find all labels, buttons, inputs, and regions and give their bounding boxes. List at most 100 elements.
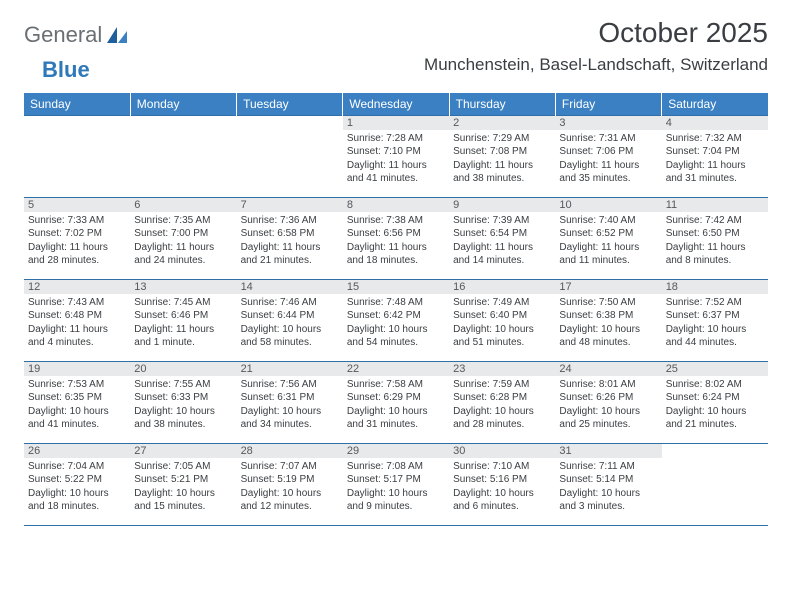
sunrise-text: Sunrise: 7:07 AM	[241, 460, 339, 474]
sunset-text: Sunset: 7:04 PM	[666, 145, 764, 159]
daylight-text: Daylight: 11 hours and 24 minutes.	[134, 241, 232, 268]
sunrise-text: Sunrise: 8:01 AM	[559, 378, 657, 392]
calendar-day-cell	[24, 115, 130, 197]
calendar-day-cell: 3Sunrise: 7:31 AMSunset: 7:06 PMDaylight…	[555, 115, 661, 197]
sunset-text: Sunset: 6:28 PM	[453, 391, 551, 405]
calendar-day-cell: 8Sunrise: 7:38 AMSunset: 6:56 PMDaylight…	[343, 197, 449, 279]
calendar-week-row: 12 Sunrise: 7:43 AMSunset: 6:48 PMDayligh…	[24, 279, 768, 361]
day-info: Sunrise: 7:48 AMSunset: 6:42 PMDaylight:…	[347, 296, 445, 350]
day-info: Sunrise: 7:59 AMSunset: 6:28 PMDaylight:…	[453, 378, 551, 432]
day-number: 26	[24, 444, 130, 458]
daylight-text: Daylight: 10 hours and 54 minutes.	[347, 323, 445, 350]
calendar-day-cell: 6Sunrise: 7:35 AMSunset: 7:00 PMDaylight…	[130, 197, 236, 279]
daylight-text: Daylight: 11 hours and 4 minutes.	[28, 323, 126, 350]
sunset-text: Sunset: 6:35 PM	[28, 391, 126, 405]
day-number	[130, 116, 236, 130]
day-info: Sunrise: 7:53 AMSunset: 6:35 PMDaylight:…	[28, 378, 126, 432]
logo-word-blue: Blue	[42, 57, 90, 83]
calendar-day-cell: 7Sunrise: 7:36 AMSunset: 6:58 PMDaylight…	[237, 197, 343, 279]
day-number: 11	[662, 198, 768, 212]
day-info: Sunrise: 7:28 AMSunset: 7:10 PMDaylight:…	[347, 132, 445, 186]
daylight-text: Daylight: 10 hours and 25 minutes.	[559, 405, 657, 432]
day-number: 30	[449, 444, 555, 458]
sunrise-text: Sunrise: 7:42 AM	[666, 214, 764, 228]
daylight-text: Daylight: 10 hours and 41 minutes.	[28, 405, 126, 432]
sunrise-text: Sunrise: 7:56 AM	[241, 378, 339, 392]
day-info: Sunrise: 7:11 AMSunset: 5:14 PMDaylight:…	[559, 460, 657, 514]
sunset-text: Sunset: 6:24 PM	[666, 391, 764, 405]
daylight-text: Daylight: 11 hours and 14 minutes.	[453, 241, 551, 268]
day-info: Sunrise: 7:07 AMSunset: 5:19 PMDaylight:…	[241, 460, 339, 514]
calendar-day-cell	[662, 443, 768, 525]
sunrise-text: Sunrise: 7:55 AM	[134, 378, 232, 392]
calendar-day-cell: 18Sunrise: 7:52 AMSunset: 6:37 PMDayligh…	[662, 279, 768, 361]
day-number: 21	[237, 362, 343, 376]
calendar-body: 1 Sunrise: 7:28 AMSunset: 7:10 PMDaylight…	[24, 115, 768, 525]
day-header: Wednesday	[343, 93, 449, 116]
sunset-text: Sunset: 6:40 PM	[453, 309, 551, 323]
daylight-text: Daylight: 11 hours and 38 minutes.	[453, 159, 551, 186]
day-number: 13	[130, 280, 236, 294]
sunset-text: Sunset: 6:29 PM	[347, 391, 445, 405]
sunset-text: Sunset: 6:42 PM	[347, 309, 445, 323]
sunset-text: Sunset: 6:38 PM	[559, 309, 657, 323]
sunset-text: Sunset: 6:44 PM	[241, 309, 339, 323]
sunset-text: Sunset: 5:16 PM	[453, 473, 551, 487]
day-number: 1	[343, 116, 449, 130]
day-number: 31	[555, 444, 661, 458]
day-info: Sunrise: 7:45 AMSunset: 6:46 PMDaylight:…	[134, 296, 232, 350]
calendar-day-cell: 10Sunrise: 7:40 AMSunset: 6:52 PMDayligh…	[555, 197, 661, 279]
calendar-week-row: 5Sunrise: 7:33 AMSunset: 7:02 PMDaylight…	[24, 197, 768, 279]
day-info: Sunrise: 7:55 AMSunset: 6:33 PMDaylight:…	[134, 378, 232, 432]
day-info: Sunrise: 7:58 AMSunset: 6:29 PMDaylight:…	[347, 378, 445, 432]
sunset-text: Sunset: 6:46 PM	[134, 309, 232, 323]
calendar-day-cell: 24Sunrise: 8:01 AMSunset: 6:26 PMDayligh…	[555, 361, 661, 443]
daylight-text: Daylight: 10 hours and 48 minutes.	[559, 323, 657, 350]
calendar-day-cell: 27Sunrise: 7:05 AMSunset: 5:21 PMDayligh…	[130, 443, 236, 525]
sunrise-text: Sunrise: 7:38 AM	[347, 214, 445, 228]
calendar-day-cell: 26 Sunrise: 7:04 AMSunset: 5:22 PMDayligh…	[24, 443, 130, 525]
day-number: 19	[24, 362, 130, 376]
sunrise-text: Sunrise: 7:10 AM	[453, 460, 551, 474]
day-info: Sunrise: 7:38 AMSunset: 6:56 PMDaylight:…	[347, 214, 445, 268]
day-number: 27	[130, 444, 236, 458]
day-info: Sunrise: 7:49 AMSunset: 6:40 PMDaylight:…	[453, 296, 551, 350]
day-info: Sunrise: 7:35 AMSunset: 7:00 PMDaylight:…	[134, 214, 232, 268]
sunset-text: Sunset: 7:08 PM	[453, 145, 551, 159]
sunset-text: Sunset: 5:19 PM	[241, 473, 339, 487]
sunrise-text: Sunrise: 7:49 AM	[453, 296, 551, 310]
logo-word-general: General	[24, 22, 102, 48]
daylight-text: Daylight: 11 hours and 35 minutes.	[559, 159, 657, 186]
sunset-text: Sunset: 6:56 PM	[347, 227, 445, 241]
daylight-text: Daylight: 11 hours and 11 minutes.	[559, 241, 657, 268]
sunrise-text: Sunrise: 7:39 AM	[453, 214, 551, 228]
daylight-text: Daylight: 10 hours and 51 minutes.	[453, 323, 551, 350]
calendar-day-cell: 11Sunrise: 7:42 AMSunset: 6:50 PMDayligh…	[662, 197, 768, 279]
sunset-text: Sunset: 5:17 PM	[347, 473, 445, 487]
day-number: 18	[662, 280, 768, 294]
daylight-text: Daylight: 10 hours and 12 minutes.	[241, 487, 339, 514]
brand-logo: General	[24, 22, 129, 48]
daylight-text: Daylight: 10 hours and 15 minutes.	[134, 487, 232, 514]
calendar-week-row: 1 Sunrise: 7:28 AMSunset: 7:10 PMDaylight…	[24, 115, 768, 197]
sunset-text: Sunset: 5:21 PM	[134, 473, 232, 487]
day-info: Sunrise: 7:43 AMSunset: 6:48 PMDaylight:…	[28, 296, 126, 350]
daylight-text: Daylight: 10 hours and 9 minutes.	[347, 487, 445, 514]
calendar-day-cell: 19 Sunrise: 7:53 AMSunset: 6:35 PMDayligh…	[24, 361, 130, 443]
daylight-text: Daylight: 11 hours and 8 minutes.	[666, 241, 764, 268]
calendar-day-cell: 15Sunrise: 7:48 AMSunset: 6:42 PMDayligh…	[343, 279, 449, 361]
day-info: Sunrise: 7:04 AMSunset: 5:22 PMDaylight:…	[28, 460, 126, 514]
day-number: 12	[24, 280, 130, 294]
calendar-day-cell: 13 Sunrise: 7:45 AMSunset: 6:46 PMDayligh…	[130, 279, 236, 361]
calendar-day-cell: 14Sunrise: 7:46 AMSunset: 6:44 PMDayligh…	[237, 279, 343, 361]
day-header: Monday	[130, 93, 236, 116]
day-number: 25	[662, 362, 768, 376]
sunrise-text: Sunrise: 7:45 AM	[134, 296, 232, 310]
sail-icon	[107, 27, 127, 43]
day-info: Sunrise: 7:08 AMSunset: 5:17 PMDaylight:…	[347, 460, 445, 514]
calendar-day-cell	[237, 115, 343, 197]
sunset-text: Sunset: 6:54 PM	[453, 227, 551, 241]
day-info: Sunrise: 7:32 AMSunset: 7:04 PMDaylight:…	[666, 132, 764, 186]
calendar-day-cell: 4Sunrise: 7:32 AMSunset: 7:04 PMDaylight…	[662, 115, 768, 197]
sunrise-text: Sunrise: 7:28 AM	[347, 132, 445, 146]
